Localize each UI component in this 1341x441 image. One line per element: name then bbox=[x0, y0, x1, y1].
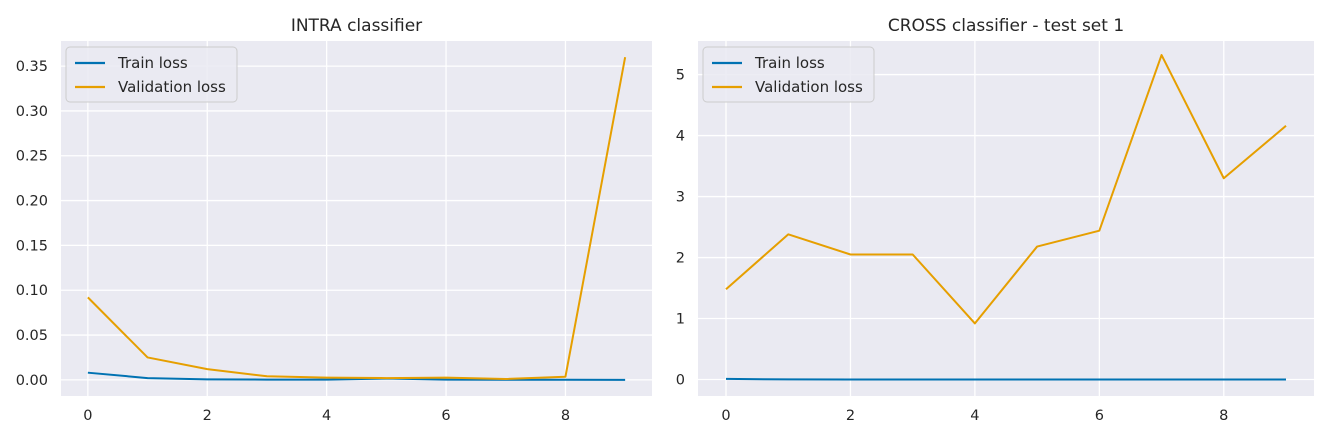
x-tick-label: 4 bbox=[970, 408, 979, 424]
y-tick-label: 5 bbox=[676, 68, 685, 84]
y-tick-label: 0 bbox=[676, 373, 685, 389]
series-line-train-loss bbox=[87, 371, 626, 381]
legend: Train loss Validation loss bbox=[702, 46, 875, 103]
series-line-train-loss bbox=[725, 377, 1286, 381]
x-tick-label: 2 bbox=[846, 408, 855, 424]
y-tick-label: 0.15 bbox=[16, 238, 48, 254]
y-tick-label: 0.00 bbox=[16, 373, 48, 389]
x-tick-label: 4 bbox=[322, 408, 331, 424]
legend: Train loss Validation loss bbox=[65, 46, 238, 103]
legend-box bbox=[702, 46, 875, 103]
chart-title: CROSS classifier - test set 1 bbox=[888, 16, 1124, 36]
y-tick-label: 0.05 bbox=[16, 328, 48, 344]
legend-box bbox=[65, 46, 238, 103]
y-tick-label: 3 bbox=[676, 190, 685, 206]
y-tick-label: 0.10 bbox=[16, 283, 48, 299]
legend-label: Train loss bbox=[754, 54, 825, 72]
chart-panel-2: 0 2 4 6 8 0 1 2 3 4 5 CROSS classifier - test set 1… bbox=[676, 16, 1314, 424]
x-tick-label: 8 bbox=[561, 408, 570, 424]
y-tick-label: 1 bbox=[676, 312, 685, 328]
series-line-validation-loss bbox=[87, 56, 627, 380]
x-tick-label: 6 bbox=[441, 408, 450, 424]
x-tick-label: 8 bbox=[1219, 408, 1228, 424]
chart-title: INTRA classifier bbox=[291, 16, 422, 36]
series-line-validation-loss bbox=[725, 54, 1287, 325]
y-tick-label: 0.30 bbox=[16, 104, 48, 120]
y-tick-label: 4 bbox=[676, 129, 685, 145]
x-tick-label: 6 bbox=[1095, 408, 1104, 424]
y-tick-label: 0.20 bbox=[16, 194, 48, 210]
y-tick-label: 0.25 bbox=[16, 149, 48, 165]
y-tick-label: 0.35 bbox=[16, 59, 48, 75]
legend-label: Validation loss bbox=[755, 78, 863, 96]
y-tick-label: 2 bbox=[676, 251, 685, 267]
x-tick-label: 0 bbox=[83, 408, 92, 424]
x-tick-label: 0 bbox=[721, 408, 730, 424]
chart-panel-1: 0 2 4 6 8 0.00 0.05 0.10 0.15 0.20 0.25 0.30 0.35 INT… bbox=[16, 16, 652, 424]
legend-label: Validation loss bbox=[118, 78, 226, 96]
x-tick-label: 2 bbox=[203, 408, 212, 424]
legend-label: Train loss bbox=[117, 54, 188, 72]
